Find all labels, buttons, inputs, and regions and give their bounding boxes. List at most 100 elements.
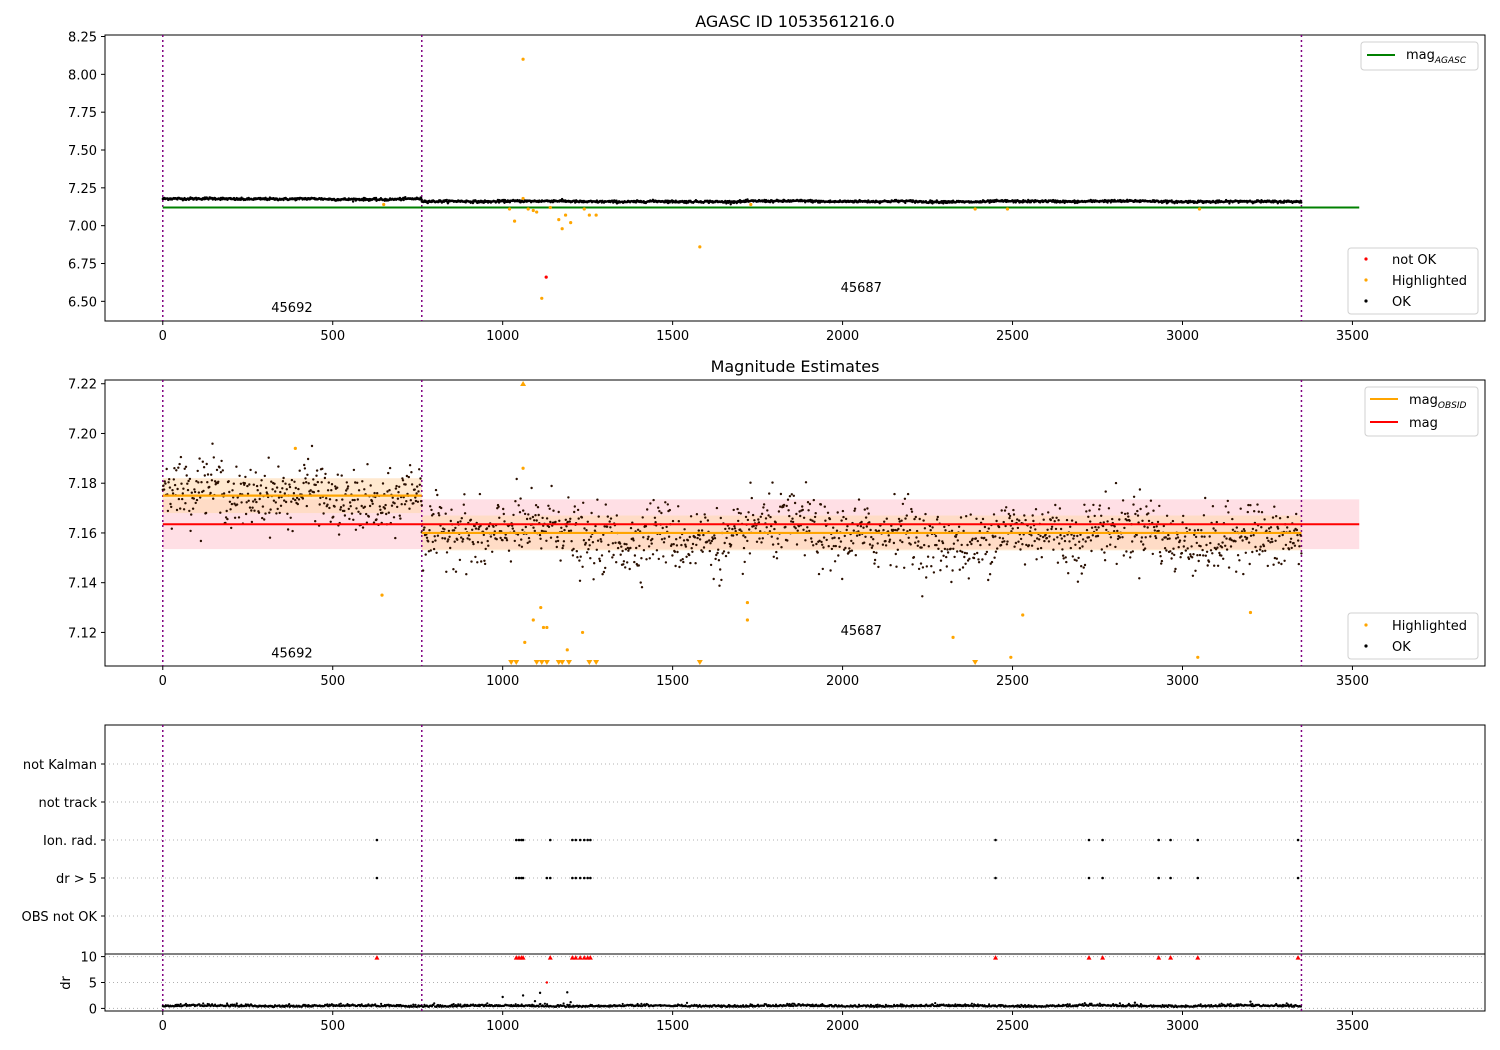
ok-point bbox=[713, 534, 716, 537]
ok-point bbox=[441, 537, 444, 540]
ok-point bbox=[596, 498, 599, 501]
ok-point bbox=[691, 550, 694, 553]
ok-point bbox=[1297, 539, 1300, 542]
ok-point bbox=[288, 485, 292, 489]
ok-point bbox=[993, 556, 996, 559]
ok-point bbox=[247, 499, 250, 502]
ok-point bbox=[908, 528, 912, 532]
dr-point bbox=[640, 1002, 643, 1006]
ok-point bbox=[285, 488, 288, 491]
ok-point bbox=[202, 466, 206, 469]
dr-point bbox=[685, 1001, 689, 1005]
ok-point bbox=[524, 525, 527, 529]
ok-point bbox=[760, 541, 763, 544]
ok-point bbox=[848, 547, 851, 550]
ok-point bbox=[1270, 537, 1273, 541]
ok-point bbox=[1052, 538, 1056, 541]
legend-highlighted-label: Highlighted bbox=[1392, 274, 1467, 289]
ok-point bbox=[1272, 563, 1275, 566]
ok-point bbox=[321, 467, 324, 470]
ok-point bbox=[368, 504, 372, 508]
ok-point bbox=[194, 501, 197, 505]
ok-point bbox=[1275, 515, 1278, 518]
ok-point bbox=[1014, 541, 1018, 545]
ok-point bbox=[343, 514, 347, 517]
ok-point bbox=[1052, 548, 1055, 551]
highlighted-point bbox=[293, 446, 297, 450]
ok-point bbox=[608, 520, 611, 523]
ok-point bbox=[1042, 518, 1045, 521]
ok-point bbox=[1228, 202, 1231, 205]
ok-point bbox=[1058, 542, 1061, 545]
highlighted-point bbox=[380, 593, 384, 597]
dr-point bbox=[562, 1002, 565, 1005]
ok-point bbox=[1106, 520, 1109, 523]
panel-2-x-axis: 0 500 1000 1500 2000 2500 3000 3500 bbox=[159, 666, 1369, 689]
ok-point bbox=[602, 533, 605, 536]
panel-1-line-legend: magAGASC bbox=[1360, 41, 1479, 71]
ok-point bbox=[1051, 516, 1054, 519]
ok-point bbox=[379, 508, 382, 511]
ok-point bbox=[757, 518, 760, 521]
flag-point bbox=[1296, 838, 1300, 842]
ok-point bbox=[590, 511, 593, 515]
ok-point bbox=[341, 498, 344, 501]
ok-point bbox=[228, 500, 232, 503]
ok-point bbox=[977, 558, 980, 561]
ok-point bbox=[346, 487, 349, 490]
ok-point bbox=[375, 518, 378, 521]
ok-point bbox=[1262, 544, 1266, 548]
ok-point bbox=[1093, 514, 1096, 518]
ok-point bbox=[823, 505, 826, 508]
ok-point bbox=[813, 520, 816, 523]
ok-point bbox=[492, 533, 496, 536]
ok-point bbox=[1229, 545, 1233, 548]
ok-point bbox=[618, 542, 622, 545]
ok-point bbox=[929, 529, 932, 532]
ok-point bbox=[579, 555, 582, 558]
ok-point bbox=[812, 544, 815, 547]
ok-point bbox=[470, 560, 473, 563]
ok-point bbox=[1061, 554, 1065, 557]
ok-point bbox=[892, 541, 896, 545]
panel-2-highlighted-points bbox=[293, 446, 1253, 659]
ok-point bbox=[671, 554, 674, 557]
ok-point bbox=[1178, 539, 1182, 542]
ok-point bbox=[356, 498, 359, 501]
ok-point bbox=[228, 490, 231, 494]
ok-point bbox=[713, 537, 717, 540]
ok-point bbox=[1236, 554, 1240, 557]
ok-point bbox=[974, 537, 978, 540]
ok-point bbox=[625, 543, 628, 546]
ok-point bbox=[253, 498, 257, 501]
ok-point bbox=[1223, 535, 1226, 538]
ok-point bbox=[923, 543, 926, 547]
ok-point bbox=[224, 516, 228, 519]
highlighted-point bbox=[521, 57, 525, 61]
ok-point bbox=[760, 512, 764, 515]
ok-point bbox=[770, 524, 773, 528]
ok-point bbox=[443, 528, 446, 531]
ok-point bbox=[964, 562, 967, 565]
ok-point bbox=[1258, 553, 1261, 556]
dr-point bbox=[414, 1003, 417, 1006]
ok-point bbox=[892, 528, 895, 532]
ok-point bbox=[246, 492, 250, 495]
ok-point bbox=[206, 481, 209, 484]
ok-point bbox=[1216, 546, 1219, 549]
ok-point bbox=[1176, 536, 1180, 539]
not-ok-point bbox=[544, 275, 548, 279]
ok-point bbox=[1182, 545, 1186, 548]
ok-point bbox=[1154, 536, 1158, 540]
ok-point bbox=[785, 504, 788, 508]
ok-point bbox=[1239, 507, 1242, 510]
ok-point bbox=[1157, 529, 1160, 533]
y-tick-label: 7.18 bbox=[68, 477, 97, 492]
ok-point bbox=[181, 492, 184, 495]
ok-point bbox=[483, 559, 486, 562]
ok-point bbox=[252, 483, 255, 486]
ok-point bbox=[450, 508, 453, 511]
flag-point bbox=[375, 876, 379, 880]
ok-point bbox=[432, 512, 435, 516]
ok-point bbox=[569, 517, 572, 520]
